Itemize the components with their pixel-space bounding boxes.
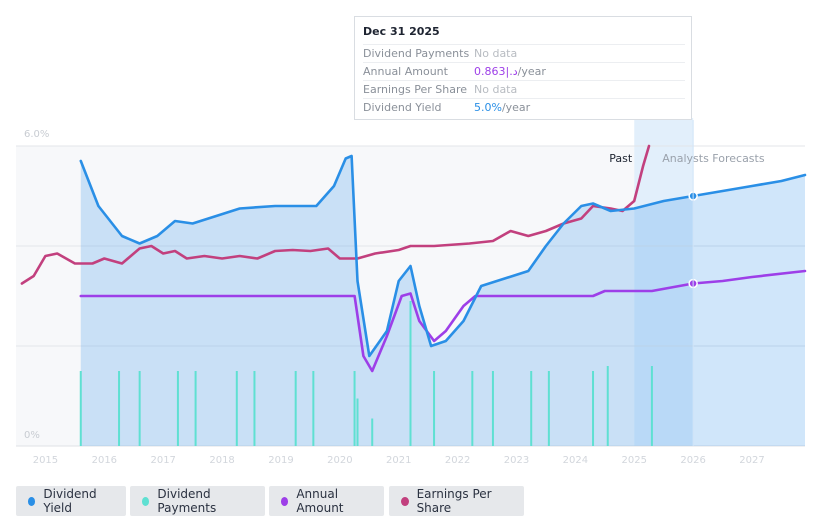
- x-tick-label: 2023: [504, 455, 529, 466]
- legend-label: Earnings Per Share: [416, 487, 492, 515]
- x-tick-label: 2018: [209, 455, 234, 466]
- legend-earnings-per-share[interactable]: Earnings Per Share: [389, 486, 524, 516]
- tooltip-label: Annual Amount: [363, 65, 448, 78]
- legend-dot-icon: [142, 496, 150, 506]
- dividend-payment-bar: [118, 371, 121, 446]
- x-tick-label: 2027: [739, 455, 764, 466]
- dividend-payment-bar: [253, 371, 256, 446]
- tooltip-label: Dividend Yield: [363, 101, 442, 114]
- forecast-transition-band: [634, 118, 694, 446]
- tooltip-label: Earnings Per Share: [363, 83, 468, 96]
- tooltip-row-earnings-per-share: Earnings Per Share No data: [363, 80, 685, 98]
- dividend-payment-bar: [650, 366, 653, 446]
- tooltip-value: 5.0%: [474, 101, 502, 114]
- x-tick-label: 2016: [92, 455, 117, 466]
- x-tick-label: 2017: [150, 455, 175, 466]
- tooltip-row-annual-amount: Annual Amount 0.863|.د/year: [363, 62, 685, 80]
- dividend-yield-line: [79, 154, 807, 358]
- dividend-payment-bar: [194, 371, 197, 446]
- dividend-chart: 6.0% 0% 2015 2016 2017 2018 2019 2020 2021 2022 20…: [16, 118, 807, 466]
- dividend-payment-bar: [592, 371, 595, 446]
- legend-label: Annual Amount: [296, 487, 344, 515]
- legend-annual-amount[interactable]: Annual Amount: [269, 486, 384, 516]
- earnings-per-share-line: [20, 144, 651, 285]
- dividend-payment-bar: [138, 371, 141, 446]
- past-label: Past: [609, 152, 633, 165]
- dividend-payment-bar: [530, 371, 533, 446]
- x-tick-label: 2026: [680, 455, 705, 466]
- dividend-payment-bar: [491, 371, 494, 446]
- dividend-payment-bar: [353, 371, 356, 446]
- dividend-payment-bar: [433, 371, 436, 446]
- dividend-payment-bar: [409, 301, 412, 446]
- dividend-payment-bar: [79, 371, 82, 446]
- dividend-payment-bar: [606, 366, 609, 446]
- legend-dividend-payments[interactable]: Dividend Payments: [130, 486, 265, 516]
- tooltip-row-dividend-payments: Dividend Payments No data: [363, 44, 685, 62]
- x-tick-label: 2019: [268, 455, 293, 466]
- dividend-yield-area: [80, 156, 805, 446]
- y-tick-label: 6.0%: [24, 129, 49, 140]
- tooltip-label: Dividend Payments: [363, 47, 470, 60]
- legend-dot-icon: [281, 496, 289, 506]
- tooltip-suffix: /year: [517, 65, 546, 78]
- legend-dot-icon: [28, 496, 36, 506]
- dividend-payment-bar: [235, 371, 238, 446]
- dividend-payments-bars: [79, 301, 653, 446]
- legend-label: Dividend Yield: [43, 487, 97, 515]
- legend-dot-icon: [401, 496, 409, 506]
- dividend-payment-bar: [471, 371, 474, 446]
- x-tick-label: 2022: [445, 455, 470, 466]
- annual-amount-line: [79, 269, 807, 373]
- x-tick-label: 2021: [386, 455, 411, 466]
- dividend-payment-bar: [356, 398, 359, 446]
- tooltip-suffix: /year: [501, 101, 531, 114]
- tooltip-value: No data: [474, 47, 518, 60]
- x-tick-label: 2015: [33, 455, 58, 466]
- tooltip-date: Dec 31 2025: [363, 25, 440, 38]
- legend-dividend-yield[interactable]: Dividend Yield: [16, 486, 126, 516]
- dividend-payment-bar: [371, 418, 374, 446]
- y-tick-label: 0%: [24, 430, 40, 441]
- tooltip-value: No data: [474, 83, 518, 96]
- x-tick-label: 2025: [622, 455, 647, 466]
- tooltip-row-dividend-yield: Dividend Yield 5.0%/year: [363, 98, 685, 116]
- dividend-payment-bar: [176, 371, 179, 446]
- x-tick-label: 2024: [563, 455, 588, 466]
- dividend-payment-bar: [312, 371, 315, 446]
- x-tick-label: 2020: [327, 455, 352, 466]
- dividend-payment-bar: [547, 371, 550, 446]
- forecast-label: Analysts Forecasts: [662, 152, 765, 165]
- legend-label: Dividend Payments: [157, 487, 217, 515]
- dividend-payment-bar: [294, 371, 297, 446]
- chart-tooltip: Dec 31 2025 Dividend Payments No data An…: [354, 16, 692, 120]
- tooltip-value: 0.863|.د: [474, 65, 518, 78]
